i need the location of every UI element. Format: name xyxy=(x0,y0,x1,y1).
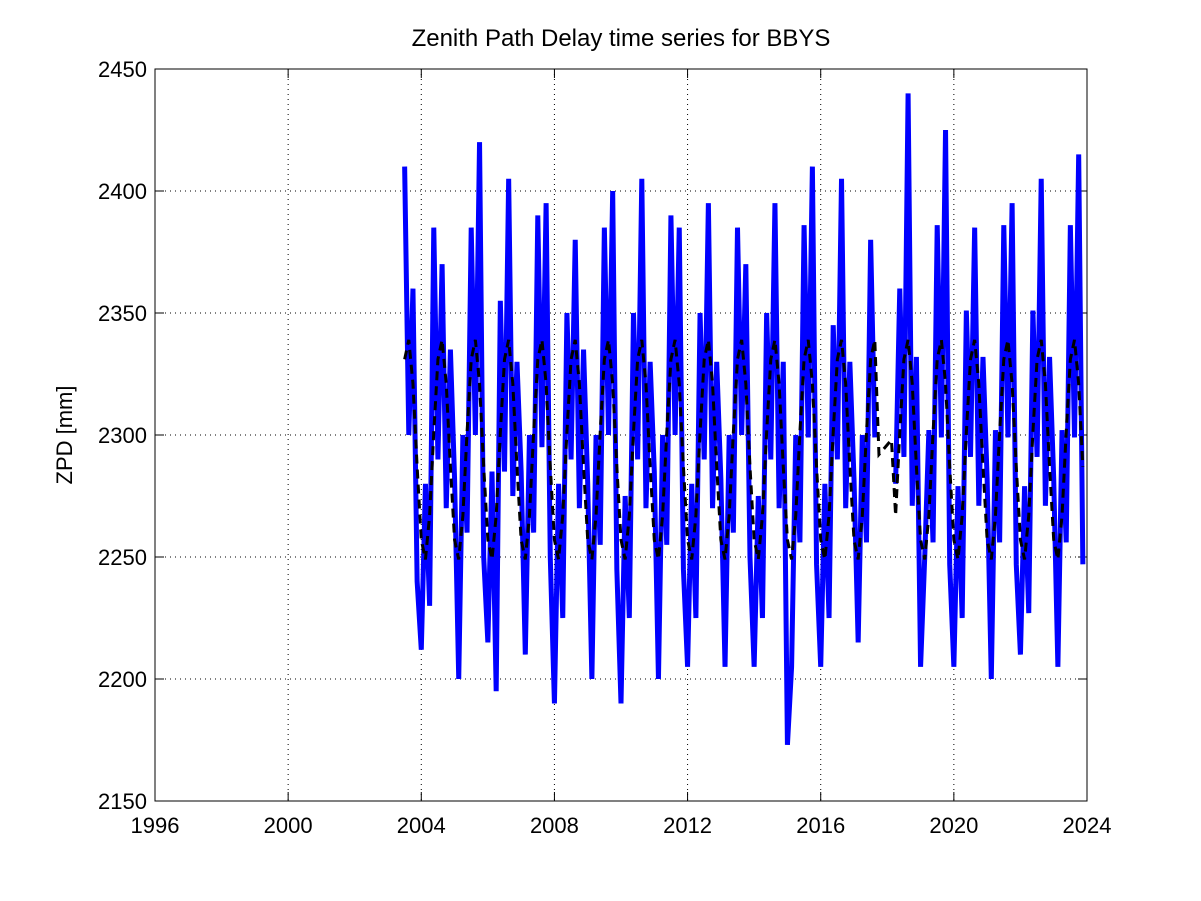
x-tick-label: 2012 xyxy=(663,813,712,838)
x-tick-label: 2024 xyxy=(1063,813,1112,838)
x-tick-label: 2020 xyxy=(929,813,978,838)
y-axis-label: ZPD [mm] xyxy=(52,386,77,485)
x-tick-label: 2004 xyxy=(397,813,446,838)
data-line xyxy=(403,339,1085,560)
y-tick-label: 2200 xyxy=(98,667,147,692)
x-tick-label: 1996 xyxy=(131,813,180,838)
y-tick-label: 2400 xyxy=(98,179,147,204)
x-tick-label: 2008 xyxy=(530,813,579,838)
axes-box xyxy=(154,68,1088,802)
y-tick-label: 2350 xyxy=(98,301,147,326)
y-tick-label: 2250 xyxy=(98,545,147,570)
x-tick-label: 2016 xyxy=(796,813,845,838)
y-tick-label: 2300 xyxy=(98,423,147,448)
data-line xyxy=(402,93,1086,746)
y-tick-label: 2150 xyxy=(98,789,147,814)
x-tick-label: 2000 xyxy=(264,813,313,838)
y-tick-label: 2450 xyxy=(98,57,147,82)
chart-title: Zenith Path Delay time series for BBYS xyxy=(412,25,831,52)
